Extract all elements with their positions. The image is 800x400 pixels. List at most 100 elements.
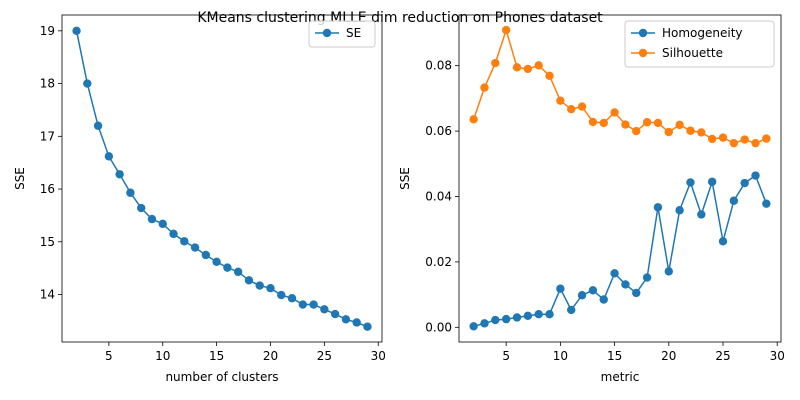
data-point bbox=[664, 267, 673, 276]
data-point bbox=[718, 237, 728, 246]
y-tick-label: 0.02 bbox=[425, 255, 452, 269]
y-tick-label: 16 bbox=[40, 182, 55, 196]
data-point bbox=[190, 243, 200, 252]
data-point bbox=[512, 313, 522, 322]
data-point bbox=[632, 126, 641, 136]
x-tick-label: 30 bbox=[770, 349, 785, 363]
x-tick-label: 15 bbox=[209, 349, 224, 363]
x-axis-label: metric bbox=[601, 370, 640, 384]
x-tick-label: 25 bbox=[317, 349, 332, 363]
data-point bbox=[480, 319, 489, 328]
y-tick-label: 0.00 bbox=[425, 320, 452, 334]
data-point bbox=[653, 118, 663, 128]
x-axis-label: number of clusters bbox=[165, 370, 278, 384]
data-point bbox=[501, 25, 511, 35]
y-axis-label: SSE bbox=[398, 167, 412, 190]
data-point bbox=[534, 61, 543, 70]
data-point bbox=[330, 309, 340, 319]
x-tick-label: 5 bbox=[105, 349, 113, 363]
data-point bbox=[212, 257, 221, 267]
data-point bbox=[136, 203, 146, 213]
y-tick-label: 15 bbox=[40, 235, 55, 249]
data-point bbox=[480, 83, 489, 92]
data-point bbox=[567, 104, 576, 114]
data-point bbox=[675, 206, 684, 215]
y-tick-label: 0.06 bbox=[425, 124, 452, 138]
data-point bbox=[309, 300, 318, 309]
data-point bbox=[233, 267, 243, 277]
data-point bbox=[341, 315, 351, 324]
x-tick-label: 30 bbox=[371, 349, 386, 363]
data-point bbox=[577, 291, 587, 300]
data-point bbox=[158, 219, 167, 229]
x-tick-label: 20 bbox=[661, 349, 676, 363]
legend-marker bbox=[638, 28, 648, 38]
data-point bbox=[298, 300, 308, 309]
data-point bbox=[491, 58, 500, 68]
data-point bbox=[599, 118, 608, 128]
data-point bbox=[523, 64, 533, 74]
data-point bbox=[545, 71, 554, 81]
x-tick-label: 20 bbox=[263, 349, 278, 363]
data-point bbox=[577, 102, 587, 111]
data-point bbox=[469, 322, 478, 331]
series-line-silhouette bbox=[472, 27, 767, 144]
data-point bbox=[255, 281, 264, 290]
legend-marker bbox=[322, 28, 332, 38]
data-point bbox=[534, 310, 543, 319]
data-point bbox=[729, 138, 739, 148]
data-point bbox=[653, 203, 663, 212]
data-point bbox=[512, 63, 522, 72]
data-point bbox=[697, 128, 706, 137]
data-point bbox=[632, 288, 641, 298]
data-point bbox=[664, 127, 673, 137]
data-point bbox=[556, 96, 565, 105]
data-point bbox=[72, 26, 81, 36]
y-axis-label: SSE bbox=[13, 167, 27, 190]
right-chart: 5 10 15 20 25 30 0.00 0.02 0.04 0.06 0.08 metric SSE… bbox=[398, 14, 785, 384]
data-point bbox=[244, 276, 254, 285]
data-point bbox=[762, 199, 771, 208]
y-tick-label: 17 bbox=[40, 129, 55, 143]
x-tick-label: 15 bbox=[607, 349, 622, 363]
data-point bbox=[469, 115, 478, 124]
data-point bbox=[491, 315, 500, 325]
plot-frame bbox=[458, 14, 782, 343]
series-line-homogeneity bbox=[473, 174, 768, 328]
data-point bbox=[707, 134, 717, 144]
data-point bbox=[523, 311, 533, 321]
legend-box bbox=[624, 20, 775, 68]
data-point bbox=[363, 322, 372, 331]
data-point bbox=[642, 118, 652, 127]
data-point bbox=[567, 305, 576, 315]
figure-title: KMeans clustering MLLE dim reduction on … bbox=[197, 10, 603, 26]
data-point bbox=[147, 214, 157, 224]
data-point bbox=[621, 120, 630, 129]
data-point bbox=[588, 117, 598, 127]
data-point bbox=[556, 284, 565, 293]
x-tick-label: 10 bbox=[553, 349, 568, 363]
data-point bbox=[751, 171, 760, 180]
data-point bbox=[740, 135, 749, 144]
data-point bbox=[501, 314, 511, 324]
data-point bbox=[287, 294, 297, 303]
legend-label: Homogeneity bbox=[662, 26, 743, 40]
data-point bbox=[201, 250, 211, 260]
y-tick-label: 14 bbox=[40, 288, 55, 302]
data-point bbox=[588, 286, 598, 295]
x-tick-label: 10 bbox=[155, 349, 170, 363]
legend-marker bbox=[638, 48, 648, 58]
data-point bbox=[686, 126, 695, 135]
data-point bbox=[675, 120, 684, 130]
data-point bbox=[93, 121, 103, 130]
data-point bbox=[729, 196, 739, 205]
data-point bbox=[686, 178, 695, 187]
data-point bbox=[762, 134, 771, 143]
x-tick-label: 25 bbox=[715, 349, 730, 363]
y-tick-label: 0.08 bbox=[425, 59, 452, 73]
legend-box bbox=[308, 20, 376, 48]
data-point bbox=[697, 210, 706, 219]
plot-frame bbox=[61, 14, 383, 343]
data-point bbox=[277, 290, 286, 300]
